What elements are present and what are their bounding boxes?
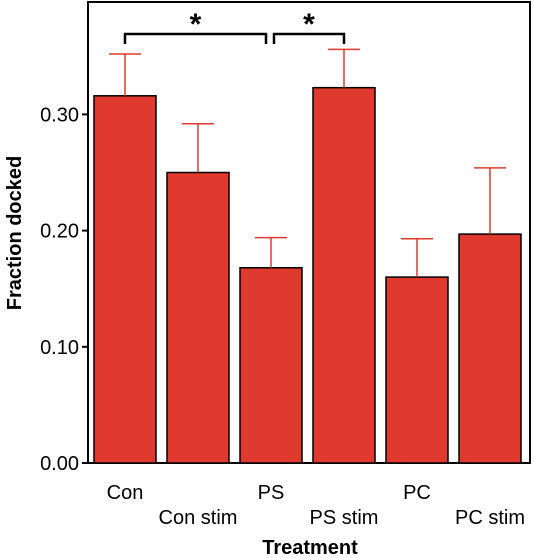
bar-ps-stim (312, 86, 376, 464)
significance-star: * (303, 8, 315, 41)
significance-bracket (272, 32, 346, 44)
y-tick-label: 0.00 (40, 453, 79, 475)
x-tick-label-pc: PC (403, 482, 431, 504)
bar-pc (385, 276, 449, 464)
y-tick-label: 0.30 (40, 104, 79, 126)
x-tick-label-con: Con (107, 482, 144, 504)
x-axis-title: Treatment (262, 537, 358, 558)
y-axis-ticks: 0.00 0.10 0.20 0.30 (40, 104, 88, 475)
significance-bracket (123, 32, 268, 44)
error-bars-group (109, 48, 506, 278)
significance-star: * (190, 8, 202, 41)
bar-ps (239, 267, 303, 464)
y-tick-label: 0.10 (40, 337, 79, 359)
x-tick-label-pc-stim: PC stim (455, 507, 525, 529)
x-tick-label-ps-stim: PS stim (310, 507, 379, 529)
bars-group (93, 86, 522, 464)
y-tick-label: 0.20 (40, 221, 79, 243)
bar-con (93, 95, 157, 464)
x-tick-label-con-stim: Con stim (159, 507, 238, 529)
bar-pc-stim (458, 233, 522, 464)
y-axis-title: Fraction docked (4, 156, 26, 310)
plot-frame (87, 1, 531, 464)
x-tick-label-ps: PS (258, 482, 285, 504)
x-axis-tick-labels: Con Con stim PS PS stim PC PC stim (107, 482, 525, 529)
bar-con-stim (166, 171, 230, 464)
significance-brackets: * * (123, 8, 346, 44)
